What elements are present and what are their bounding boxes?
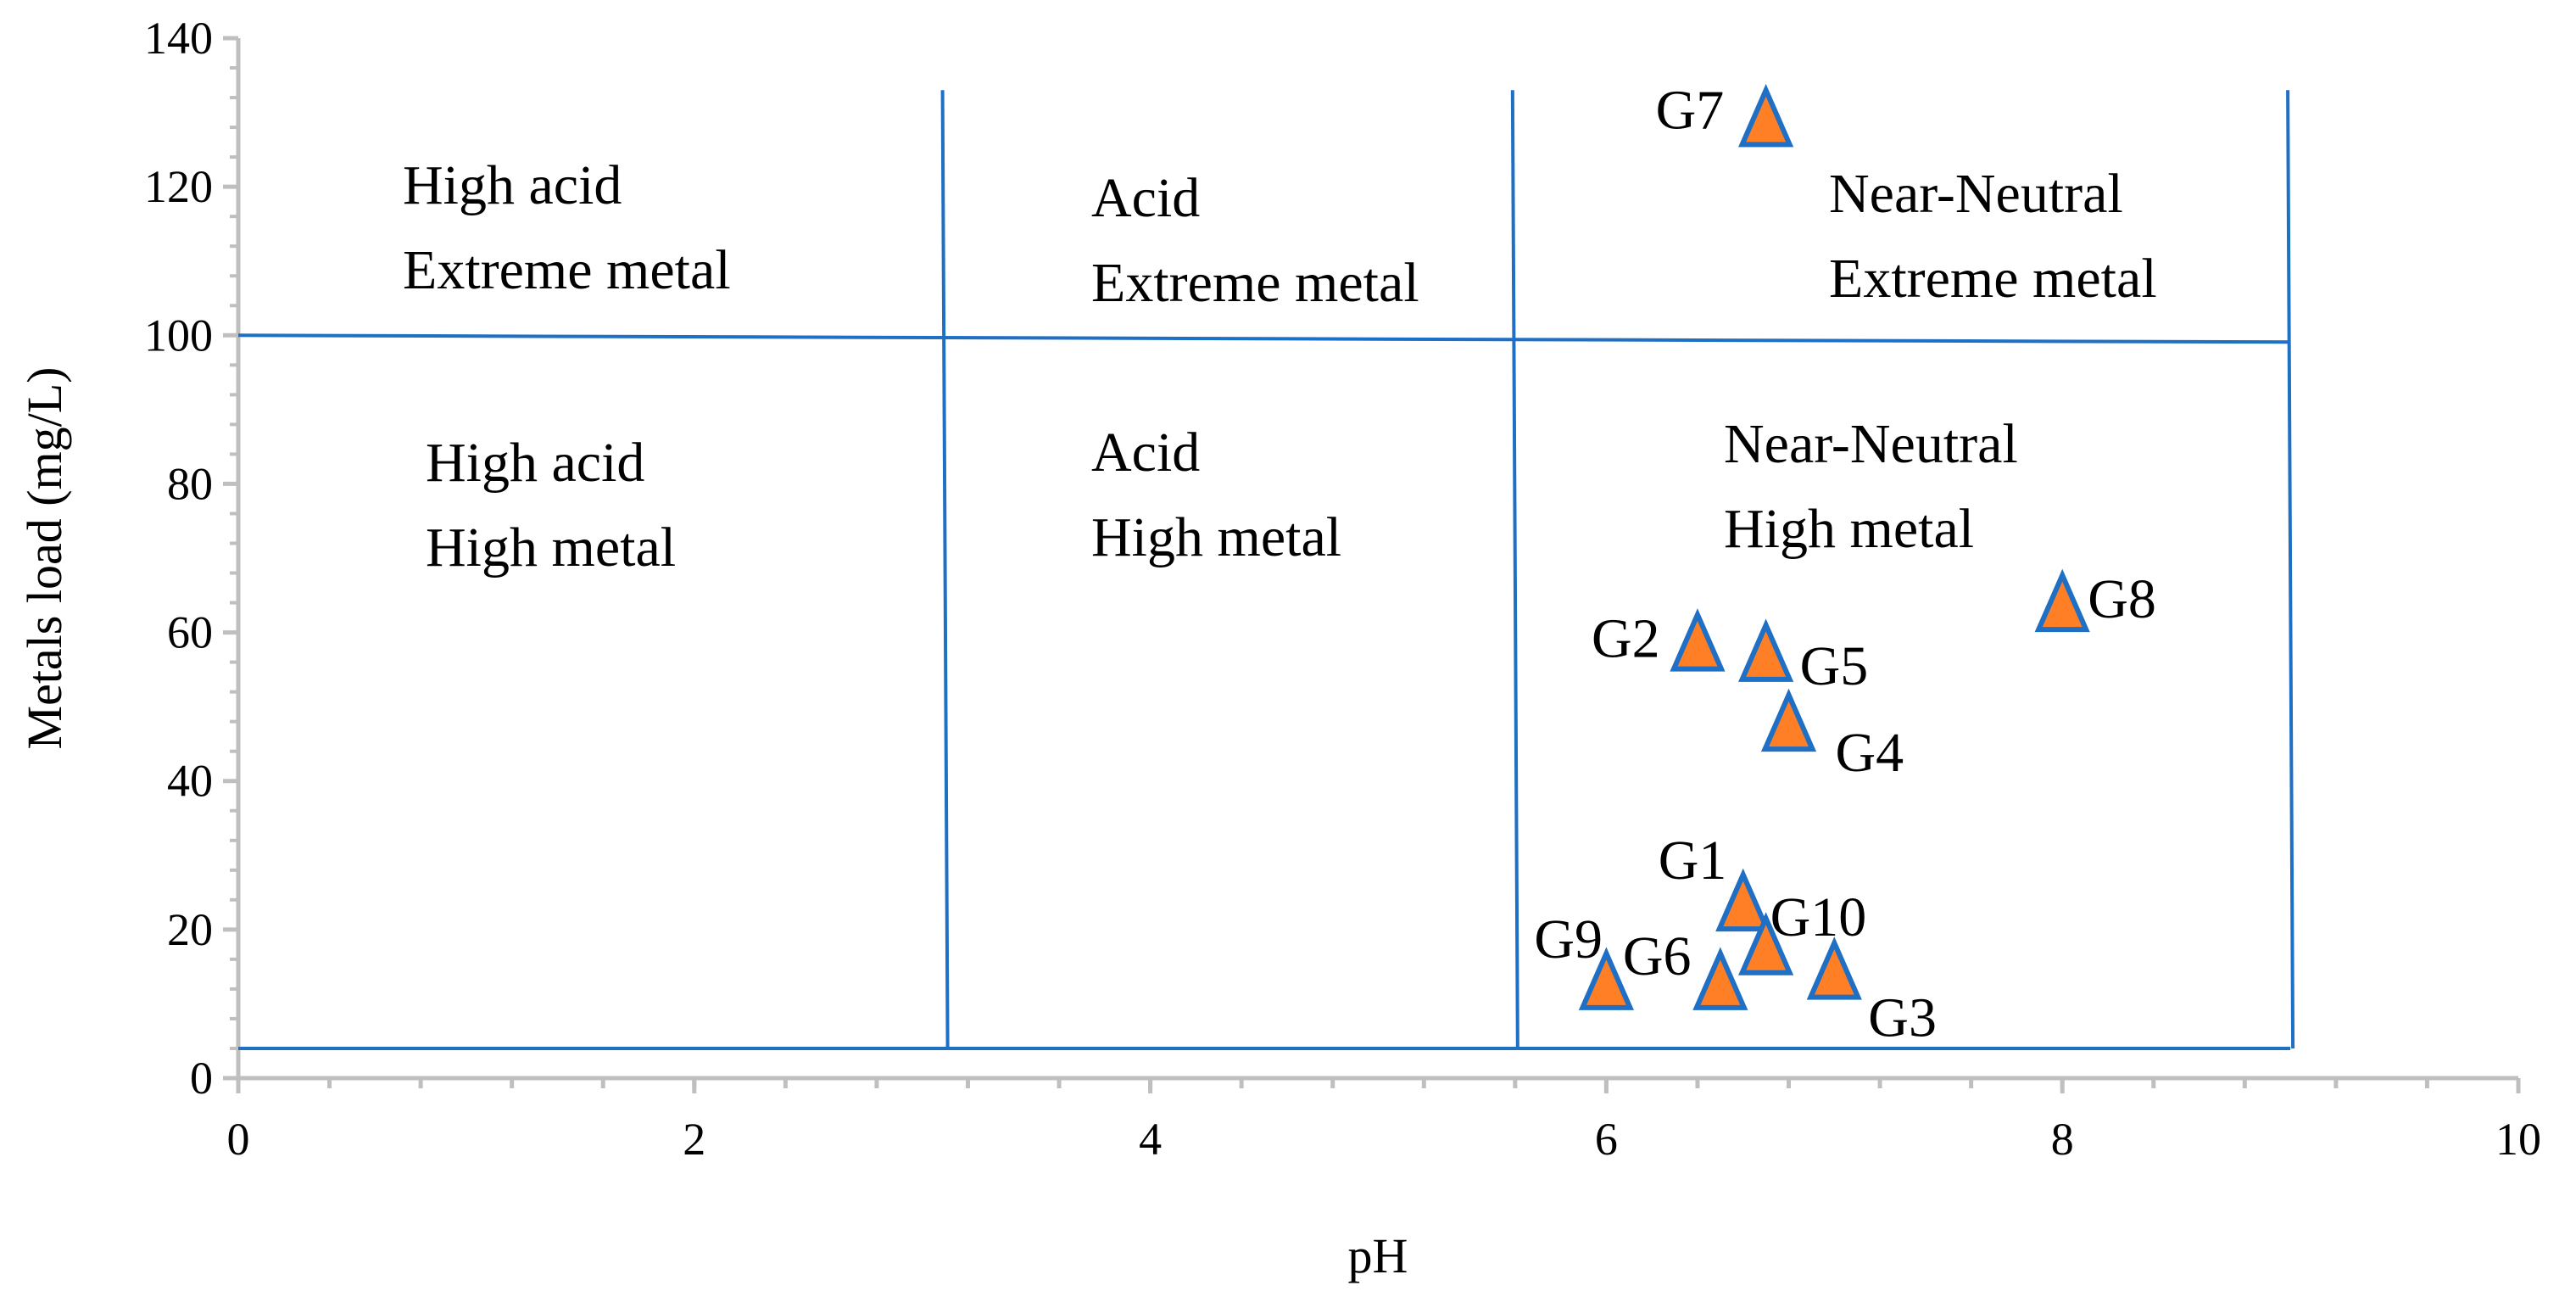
data-point-G2 (1670, 608, 1726, 672)
point-label: G9 (1534, 908, 1603, 970)
point-label: G3 (1868, 987, 1937, 1049)
region-label: High metal (1091, 506, 1341, 568)
data-points: G1 G2 G3 G4 G5 G6 G7 G8 G9 G10 (1534, 79, 2155, 1048)
point-label: G5 (1800, 635, 1869, 697)
x-tick-label: 6 (1595, 1114, 1618, 1165)
point-label: G1 (1659, 830, 1727, 892)
point-label: G10 (1770, 886, 1867, 948)
y-tick-label: 40 (167, 756, 213, 807)
extreme-metal-boundary (237, 333, 2291, 344)
data-point-G1 (1715, 868, 1771, 932)
point-label: G4 (1836, 722, 1904, 784)
y-tick-label: 0 (190, 1053, 213, 1104)
y-tick-label: 120 (144, 161, 213, 212)
region-label: High acid (426, 432, 644, 494)
y-tick-label: 60 (167, 607, 213, 658)
data-point-G7 (1738, 83, 1794, 148)
y-tick-label: 140 (144, 13, 213, 64)
data-point-G8 (2034, 568, 2090, 633)
y-tick-label: 20 (167, 904, 213, 955)
x-tick-label: 8 (2051, 1114, 2074, 1165)
data-point-G10 (1738, 912, 1794, 975)
region-labels: High acid Extreme metal Acid Extreme met… (403, 154, 2157, 579)
y-axis-title: Metals load (mg/L) (17, 366, 72, 749)
x-axis-title: pH (1348, 1228, 1408, 1283)
region-label: Extreme metal (1091, 252, 1419, 314)
data-point-G9 (1578, 947, 1634, 1010)
region-label: High metal (426, 517, 676, 579)
data-point-G6 (1692, 947, 1748, 1010)
ph-boundary (1510, 90, 1519, 1048)
boundary-lines (237, 90, 2295, 1050)
region-label: Acid (1091, 167, 1200, 229)
data-point-G5 (1738, 618, 1794, 682)
point-label: G6 (1623, 925, 1692, 987)
point-label: G2 (1592, 608, 1660, 670)
data-point-G4 (1760, 688, 1817, 752)
region-label: High metal (1724, 498, 1974, 560)
ph-boundary (940, 90, 950, 1048)
x-tick-label: 0 (227, 1114, 250, 1165)
region-label: Near-Neutral (1829, 163, 2123, 225)
ph-boundary (2286, 90, 2295, 1048)
x-tick-label: 2 (683, 1114, 705, 1165)
region-label: Extreme metal (1829, 248, 2157, 310)
y-tick-label: 80 (167, 458, 213, 509)
x-tick-label: 10 (2495, 1114, 2541, 1165)
region-label: Acid (1091, 422, 1200, 484)
x-tick-label: 4 (1139, 1114, 1162, 1165)
point-label: G7 (1656, 79, 1725, 141)
region-label: Extreme metal (403, 239, 731, 301)
data-point-G3 (1806, 936, 1862, 1000)
y-tick-label: 100 (144, 310, 213, 361)
point-label: G8 (2088, 568, 2156, 630)
region-label: High acid (403, 154, 622, 216)
region-label: Near-Neutral (1724, 413, 2018, 475)
